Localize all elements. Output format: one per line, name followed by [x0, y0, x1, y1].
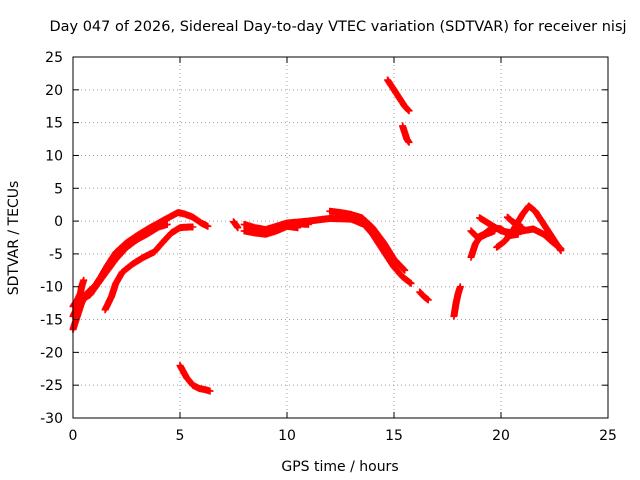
series-arc-9	[283, 215, 415, 287]
series-arc-12	[399, 122, 413, 146]
y-tick-label: 10	[45, 148, 63, 164]
series-arc-5	[176, 362, 214, 395]
chart-title: Day 047 of 2026, Sidereal Day-to-day VTE…	[49, 19, 626, 35]
marker-path	[416, 288, 432, 304]
y-tick-label: 15	[45, 116, 63, 132]
x-tick-label: 15	[385, 428, 403, 444]
series-arc-11	[384, 76, 413, 115]
series-arc-8	[240, 222, 302, 238]
data-points	[69, 76, 565, 395]
x-tick-label: 25	[599, 428, 617, 444]
marker-path	[230, 218, 242, 232]
series-arc-18	[493, 202, 565, 255]
series-arc-14	[450, 283, 464, 320]
y-tick-label: 5	[54, 181, 63, 197]
y-tick-label: -15	[40, 313, 63, 329]
y-tick-label: -20	[40, 345, 63, 361]
axis-ticks: 0 5 10 15 20 25 -30 -25 -20 -15 -10 -5 0 5 10 15 20 25	[40, 50, 617, 444]
x-tick-label: 0	[69, 428, 78, 444]
marker-path	[450, 283, 464, 320]
marker-path	[176, 362, 214, 395]
series-arc-4	[101, 223, 197, 314]
y-tick-label: -10	[40, 280, 63, 296]
y-tick-label: -25	[40, 378, 63, 394]
grid	[73, 57, 608, 418]
series-arc-10	[326, 207, 409, 274]
x-tick-label: 5	[176, 428, 185, 444]
y-tick-label: 20	[45, 83, 63, 99]
y-axis-label: SDTVAR / TECUs	[6, 181, 22, 296]
marker-path	[326, 207, 409, 274]
marker-path	[240, 222, 302, 238]
x-axis-label: GPS time / hours	[281, 459, 398, 475]
series-arc-19	[503, 213, 526, 232]
y-tick-label: 25	[45, 50, 63, 66]
plot-frame	[72, 56, 609, 419]
marker-path	[283, 215, 415, 287]
marker-path	[384, 76, 413, 115]
marker-path	[399, 122, 413, 146]
y-tick-label: 0	[54, 214, 63, 230]
marker-path	[101, 223, 197, 314]
series-arc-6	[230, 218, 242, 232]
x-tick-label: 20	[492, 428, 510, 444]
marker-path	[503, 213, 526, 232]
marker-path	[493, 202, 565, 255]
x-tick-label: 10	[278, 428, 296, 444]
y-tick-label: -5	[49, 247, 63, 263]
y-tick-label: -30	[40, 411, 63, 427]
series-arc-13	[416, 288, 432, 304]
